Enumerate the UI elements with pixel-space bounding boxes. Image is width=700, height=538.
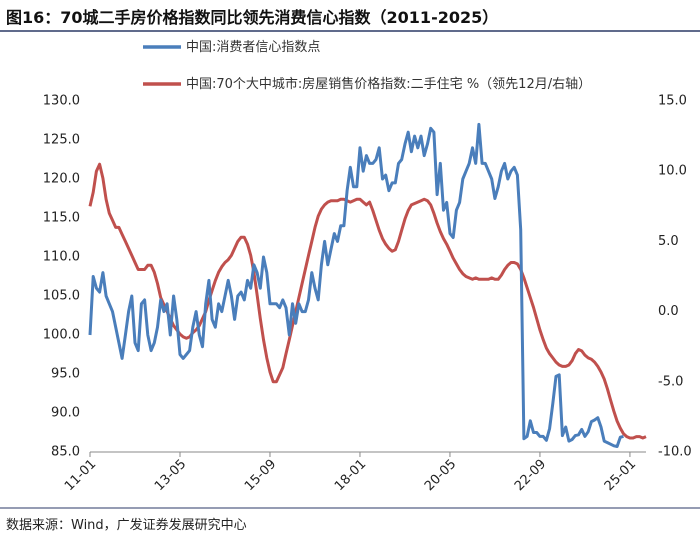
y-tick-label: 95.0 — [51, 367, 80, 382]
series-line — [88, 162, 647, 440]
y-tick-label: 105.0 — [43, 289, 80, 304]
source-note: 数据来源：Wind，广发证券发展研究中心 — [6, 518, 247, 533]
y2-tick-label: -10.0 — [658, 445, 692, 460]
legend-label: 中国:70个大中城市:房屋销售价格指数:二手住宅 %（领先12月/右轴） — [186, 77, 592, 92]
y2-tick-label: -5.0 — [658, 374, 683, 389]
legend-label: 中国:消费者信心指数点 — [186, 40, 321, 55]
x-tick-label: 20-05 — [422, 457, 459, 494]
x-tick-label: 18-01 — [332, 457, 369, 494]
x-tick-label: 22-09 — [512, 457, 549, 494]
y-tick-label: 85.0 — [51, 445, 80, 460]
y-tick-label: 120.0 — [43, 172, 80, 187]
y-tick-label: 100.0 — [43, 328, 80, 343]
y2-tick-label: 0.0 — [658, 304, 679, 319]
x-tick-label: 25-01 — [602, 457, 639, 494]
series-line — [88, 122, 624, 448]
y2-tick-label: 5.0 — [658, 234, 679, 249]
x-tick-label: 15-09 — [242, 457, 279, 494]
y-tick-label: 125.0 — [43, 133, 80, 148]
y-tick-label: 115.0 — [43, 211, 80, 226]
y-tick-label: 90.0 — [51, 406, 80, 421]
chart-title: 图16：70城二手房价格指数同比领先消费信心指数（2011-2025） — [6, 8, 499, 27]
y-tick-label: 110.0 — [43, 250, 80, 265]
y-tick-label: 130.0 — [43, 94, 80, 109]
x-tick-label: 13-05 — [152, 457, 189, 494]
y2-tick-label: 10.0 — [658, 164, 687, 179]
y2-tick-label: 15.0 — [658, 94, 687, 109]
x-tick-label: 11-01 — [62, 457, 99, 494]
